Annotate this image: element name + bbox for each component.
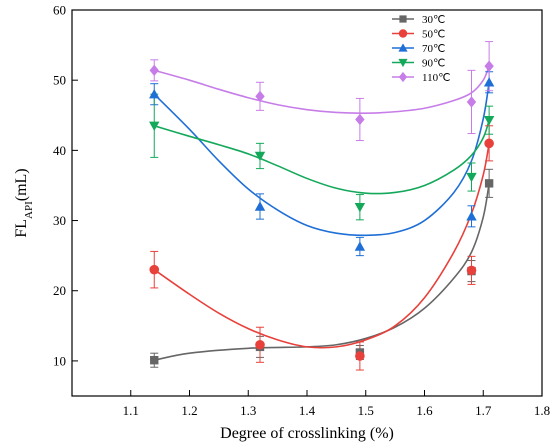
plot-frame	[71, 9, 543, 397]
data-point-series-2	[149, 264, 160, 275]
legend-marker	[398, 58, 408, 68]
data-point-series-3	[354, 241, 366, 251]
data-point-series-4	[149, 121, 160, 131]
data-point-series-1	[484, 179, 494, 188]
data-point-series-2	[466, 265, 477, 276]
data-point-series-3	[466, 211, 477, 221]
y-axis: 10 20 30 40 50 60	[53, 3, 78, 368]
legend-marker	[398, 43, 408, 52]
legend-label: 110℃	[422, 72, 450, 84]
legend: 30℃ 50℃ 70℃ 90℃ 110℃	[392, 14, 450, 84]
data-point-series-4	[254, 151, 266, 162]
x-tick-label: 1.4	[299, 403, 316, 418]
data-point-series-4	[483, 115, 495, 126]
legend-marker	[399, 15, 407, 23]
y-axis-title-subscript: API	[23, 201, 35, 219]
x-tick-label: 1.3	[240, 403, 256, 418]
y-tick-label: 60	[53, 3, 66, 18]
x-tick-label: 1.5	[358, 403, 374, 418]
x-axis: 1.1 1.2 1.3 1.4 1.5 1.6 1.7 1.8	[123, 390, 550, 418]
fit-curve-series-5	[154, 65, 490, 114]
x-axis-title: Degree of crosslinking (%)	[220, 425, 394, 442]
data-point-series-5	[255, 90, 265, 103]
data-point-series-4	[466, 172, 477, 183]
y-tick-label: 10	[53, 353, 66, 368]
data-point-series-2	[484, 138, 494, 149]
y-axis-title-unit: (mL)	[13, 168, 30, 201]
y-tick-label: 20	[53, 283, 66, 298]
fit-curve-series-2	[153, 143, 490, 349]
legend-label: 70℃	[422, 43, 445, 55]
x-tick-label: 1.2	[181, 403, 197, 418]
data-points	[149, 60, 495, 365]
data-point-series-3	[149, 89, 160, 99]
data-point-series-5	[149, 64, 159, 77]
x-tick-label: 1.8	[534, 403, 550, 418]
legend-label: 30℃	[422, 14, 445, 26]
data-point-series-4	[354, 203, 366, 213]
data-point-series-3	[483, 77, 495, 87]
fit-curve-series-3	[153, 82, 490, 237]
fit-curve-series-4	[154, 119, 490, 195]
legend-label: 50℃	[422, 29, 445, 41]
data-point-series-2	[355, 351, 365, 361]
y-axis-title: FLAPI(mL)	[13, 168, 35, 237]
data-point-series-2	[255, 339, 265, 350]
data-point-series-5	[484, 60, 494, 72]
x-tick-label: 1.7	[475, 403, 492, 418]
legend-marker	[398, 71, 408, 83]
x-tick-label: 1.1	[123, 403, 139, 418]
y-tick-label: 50	[53, 73, 66, 88]
y-tick-label: 30	[53, 213, 66, 228]
fit-curves	[153, 65, 490, 361]
data-point-series-3	[254, 201, 266, 211]
legend-marker	[398, 29, 408, 38]
data-point-series-1	[150, 356, 159, 365]
data-point-series-5	[355, 113, 365, 126]
x-tick-label: 1.6	[416, 403, 433, 418]
data-point-series-5	[466, 96, 477, 108]
legend-label: 90℃	[422, 58, 445, 70]
y-tick-label: 40	[53, 143, 66, 158]
y-axis-title-main: FL	[13, 219, 30, 238]
